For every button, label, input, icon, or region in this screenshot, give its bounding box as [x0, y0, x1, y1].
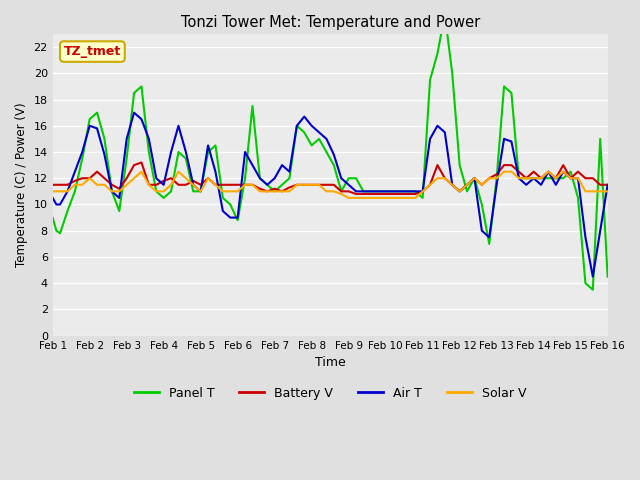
Battery V: [241, 182, 249, 188]
Y-axis label: Temperature (C) / Power (V): Temperature (C) / Power (V): [15, 103, 28, 267]
Line: Solar V: Solar V: [52, 172, 607, 198]
Battery V: [234, 182, 241, 188]
Air T: [278, 162, 286, 168]
Air T: [160, 182, 168, 188]
Air T: [589, 274, 596, 279]
Solar V: [234, 189, 241, 194]
Solar V: [604, 189, 611, 194]
Battery V: [138, 160, 145, 166]
Solar V: [160, 189, 168, 194]
Line: Air T: Air T: [52, 113, 607, 276]
Battery V: [49, 182, 56, 188]
Line: Battery V: Battery V: [52, 163, 607, 194]
Air T: [234, 215, 241, 220]
Battery V: [604, 182, 611, 188]
Panel T: [441, 12, 449, 17]
Panel T: [352, 175, 360, 181]
Air T: [604, 182, 611, 188]
Text: TZ_tmet: TZ_tmet: [64, 45, 121, 58]
Solar V: [49, 189, 56, 194]
Air T: [130, 110, 138, 116]
Air T: [49, 195, 56, 201]
Solar V: [138, 169, 145, 175]
Battery V: [352, 191, 360, 197]
Panel T: [285, 175, 293, 181]
Panel T: [227, 202, 234, 207]
Air T: [241, 149, 249, 155]
Battery V: [160, 178, 168, 184]
Solar V: [367, 195, 374, 201]
Battery V: [278, 189, 286, 194]
Solar V: [293, 182, 301, 188]
Panel T: [589, 287, 596, 293]
Panel T: [49, 215, 56, 220]
Panel T: [234, 217, 241, 223]
Solar V: [241, 182, 249, 188]
Battery V: [367, 191, 374, 197]
Title: Tonzi Tower Met: Temperature and Power: Tonzi Tower Met: Temperature and Power: [180, 15, 480, 30]
Solar V: [345, 195, 353, 201]
Solar V: [278, 189, 286, 194]
Panel T: [604, 274, 611, 279]
Panel T: [152, 189, 160, 194]
Line: Panel T: Panel T: [52, 14, 607, 290]
Air T: [293, 123, 301, 129]
Legend: Panel T, Battery V, Air T, Solar V: Panel T, Battery V, Air T, Solar V: [129, 382, 532, 405]
Battery V: [293, 182, 301, 188]
Air T: [360, 189, 367, 194]
X-axis label: Time: Time: [315, 356, 346, 369]
Panel T: [271, 189, 278, 194]
